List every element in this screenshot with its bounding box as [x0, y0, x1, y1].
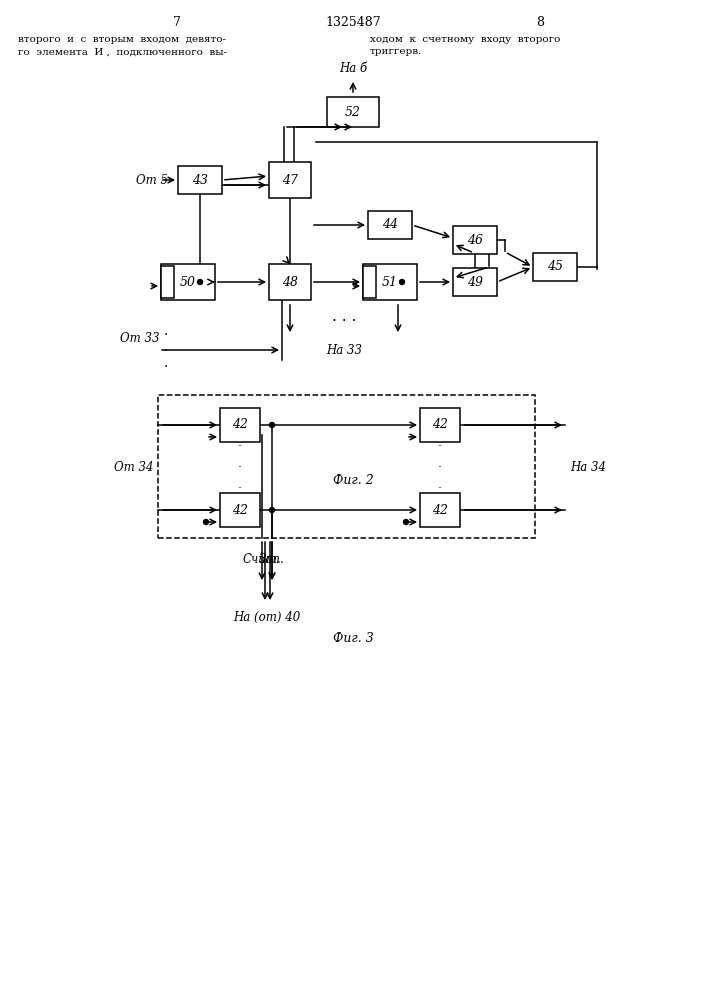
Text: На 34: На 34	[570, 461, 606, 474]
Text: 48: 48	[282, 275, 298, 288]
Text: Зап.: Зап.	[259, 553, 285, 566]
Text: 52: 52	[345, 105, 361, 118]
Text: · · ·: · · ·	[332, 314, 356, 330]
Text: триггерв.: триггерв.	[370, 47, 422, 56]
Text: 44: 44	[382, 219, 398, 232]
Circle shape	[399, 279, 404, 284]
Text: 42: 42	[232, 418, 248, 432]
Text: 42: 42	[432, 504, 448, 516]
Circle shape	[197, 279, 202, 284]
Text: второго  и  с  вторым  входом  девято-: второго и с вторым входом девято-	[18, 35, 226, 44]
Circle shape	[269, 422, 274, 428]
Text: 50: 50	[180, 275, 196, 288]
Text: Фиг. 2: Фиг. 2	[332, 474, 373, 487]
Bar	[533, 253, 577, 281]
Text: 46: 46	[467, 233, 483, 246]
Text: 51: 51	[382, 275, 398, 288]
Text: От 33: От 33	[119, 332, 159, 344]
Text: 8: 8	[536, 16, 544, 29]
Text: От 34: От 34	[114, 461, 153, 474]
Bar	[453, 268, 497, 296]
Text: На 33: На 33	[326, 344, 362, 357]
Circle shape	[204, 520, 209, 524]
Text: Фиг. 3: Фиг. 3	[332, 632, 373, 645]
Bar	[161, 264, 215, 300]
Bar	[420, 493, 460, 527]
Text: го  элемента  И ,  подключенного  вы-: го элемента И , подключенного вы-	[18, 47, 227, 56]
Bar	[161, 266, 174, 298]
Bar	[363, 264, 417, 300]
Text: 42: 42	[232, 504, 248, 516]
Text: 43: 43	[192, 174, 208, 186]
Text: На (от) 40: На (от) 40	[233, 611, 300, 624]
Bar	[269, 162, 311, 198]
Circle shape	[269, 508, 274, 512]
Text: 42: 42	[432, 418, 448, 432]
Text: 49: 49	[467, 275, 483, 288]
Text: ходом  к  счетному  входу  второго: ходом к счетному входу второго	[370, 35, 561, 44]
Bar	[269, 264, 311, 300]
Bar	[453, 226, 497, 254]
Text: ·
·
·: · · ·	[238, 440, 242, 495]
Text: 45: 45	[547, 260, 563, 273]
Bar	[178, 166, 222, 194]
Bar	[363, 266, 376, 298]
Text: Счит.: Счит.	[243, 553, 281, 566]
Bar	[420, 408, 460, 442]
Circle shape	[404, 520, 409, 524]
Bar	[327, 97, 379, 127]
Bar	[220, 493, 260, 527]
Bar	[220, 408, 260, 442]
Text: 7: 7	[173, 16, 181, 29]
Text: 47: 47	[282, 174, 298, 186]
Text: ·
·
·: · · ·	[164, 328, 168, 374]
Text: От 5: От 5	[136, 174, 168, 186]
Text: ·
·
·: · · ·	[438, 440, 442, 495]
Text: На б: На б	[339, 62, 367, 76]
Bar	[368, 211, 412, 239]
Text: 1325487: 1325487	[325, 16, 381, 29]
Bar	[158, 395, 535, 538]
